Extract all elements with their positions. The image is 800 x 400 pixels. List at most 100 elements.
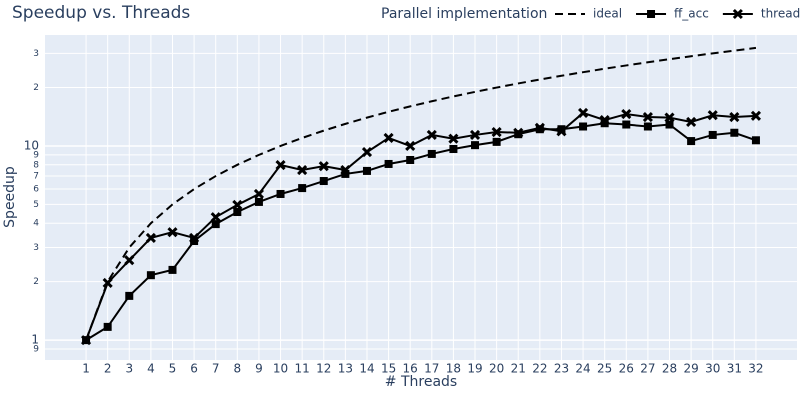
- x-tick-label: 17: [424, 362, 439, 376]
- legend-label: threads: [761, 7, 800, 21]
- marker: [125, 291, 134, 300]
- marker: [578, 107, 589, 118]
- x-tick-label: 5: [169, 362, 177, 376]
- marker: [80, 335, 92, 346]
- x-tick-label: 26: [619, 362, 634, 376]
- x-tick-label: 1: [82, 362, 90, 376]
- marker: [687, 137, 696, 146]
- marker: [405, 140, 416, 152]
- marker: [708, 130, 717, 139]
- marker: [513, 127, 524, 138]
- x-tick-label: 23: [554, 362, 569, 376]
- marker: [383, 132, 394, 144]
- x-tick-label: 8: [234, 362, 242, 376]
- y-tick-label: 5: [33, 200, 39, 210]
- marker: [622, 120, 631, 129]
- marker: [534, 122, 545, 133]
- marker: [469, 129, 481, 141]
- x-tick-label: 9: [255, 362, 263, 376]
- marker: [406, 155, 415, 164]
- x-tick-label: 31: [727, 362, 742, 376]
- y-tick-label: 9: [33, 150, 39, 160]
- marker: [686, 116, 697, 128]
- x-tick-label: 4: [147, 362, 155, 376]
- x-tick-label: 14: [359, 362, 374, 376]
- marker: [275, 159, 286, 171]
- marker: [318, 161, 329, 172]
- marker: [665, 120, 674, 129]
- grid: [45, 35, 797, 360]
- x-tick-label: 2: [104, 362, 112, 376]
- marker: [103, 322, 112, 331]
- x-tick-label: 20: [489, 362, 504, 376]
- marker: [730, 128, 739, 137]
- marker: [190, 237, 199, 246]
- marker: [297, 164, 308, 176]
- chart-title: Speedup vs. Threads: [12, 3, 190, 23]
- y-tick-label: 2: [33, 83, 39, 93]
- y-tick-label: 3: [33, 243, 39, 253]
- marker: [491, 126, 502, 138]
- marker: [167, 227, 178, 238]
- marker: [102, 277, 113, 289]
- x-tick-label: 22: [532, 362, 547, 376]
- legend-title: Parallel implementation: [381, 6, 547, 22]
- marker: [276, 189, 285, 198]
- legend-marker: [647, 10, 656, 18]
- marker: [361, 147, 373, 158]
- x-tick-label: 29: [683, 362, 698, 376]
- x-tick-label: 7: [212, 362, 220, 376]
- marker: [729, 111, 740, 123]
- legend-label: ff_acc: [674, 7, 709, 21]
- marker: [751, 136, 760, 145]
- marker: [232, 199, 243, 210]
- y-tick-label: 2: [33, 277, 39, 287]
- x-axis-label: # Threads: [385, 374, 457, 390]
- marker: [426, 129, 437, 141]
- marker: [449, 144, 458, 153]
- x-tick-label: 13: [338, 362, 353, 376]
- marker: [210, 212, 221, 223]
- marker: [621, 109, 632, 120]
- marker: [146, 271, 155, 280]
- marker: [599, 115, 610, 126]
- x-tick-label: 6: [190, 362, 198, 376]
- x-tick-label: 10: [273, 362, 288, 376]
- marker: [750, 110, 762, 121]
- x-tick-label: 25: [597, 362, 612, 376]
- x-tick-label: 28: [662, 362, 677, 376]
- marker: [427, 149, 436, 158]
- marker: [298, 184, 307, 193]
- x-tick-label: 30: [705, 362, 720, 376]
- x-tick-label: 15: [381, 362, 396, 376]
- x-tick-label: 32: [748, 362, 763, 376]
- legend-marker: [732, 8, 743, 20]
- marker: [579, 122, 588, 131]
- marker: [253, 188, 264, 200]
- y-tick-label: 1: [31, 333, 39, 347]
- marker: [556, 126, 567, 137]
- marker: [340, 164, 351, 176]
- marker: [341, 169, 350, 178]
- x-tick-label: 27: [640, 362, 655, 376]
- marker: [254, 197, 263, 206]
- marker: [145, 232, 156, 244]
- y-axis-label: Speedup: [2, 166, 18, 228]
- legend-label: ideal: [593, 7, 622, 21]
- plot-area: [45, 35, 797, 360]
- marker: [384, 159, 393, 168]
- marker: [664, 112, 675, 123]
- series-line: [85, 46, 757, 341]
- marker: [189, 232, 200, 244]
- marker: [492, 137, 501, 146]
- y-tick-label: 10: [24, 138, 39, 152]
- marker: [168, 265, 177, 274]
- marker: [643, 122, 652, 131]
- x-tick-label: 16: [403, 362, 418, 376]
- marker: [600, 119, 609, 128]
- x-tick-label: 19: [467, 362, 482, 376]
- y-tick-label: 3: [33, 49, 39, 59]
- marker: [642, 111, 653, 123]
